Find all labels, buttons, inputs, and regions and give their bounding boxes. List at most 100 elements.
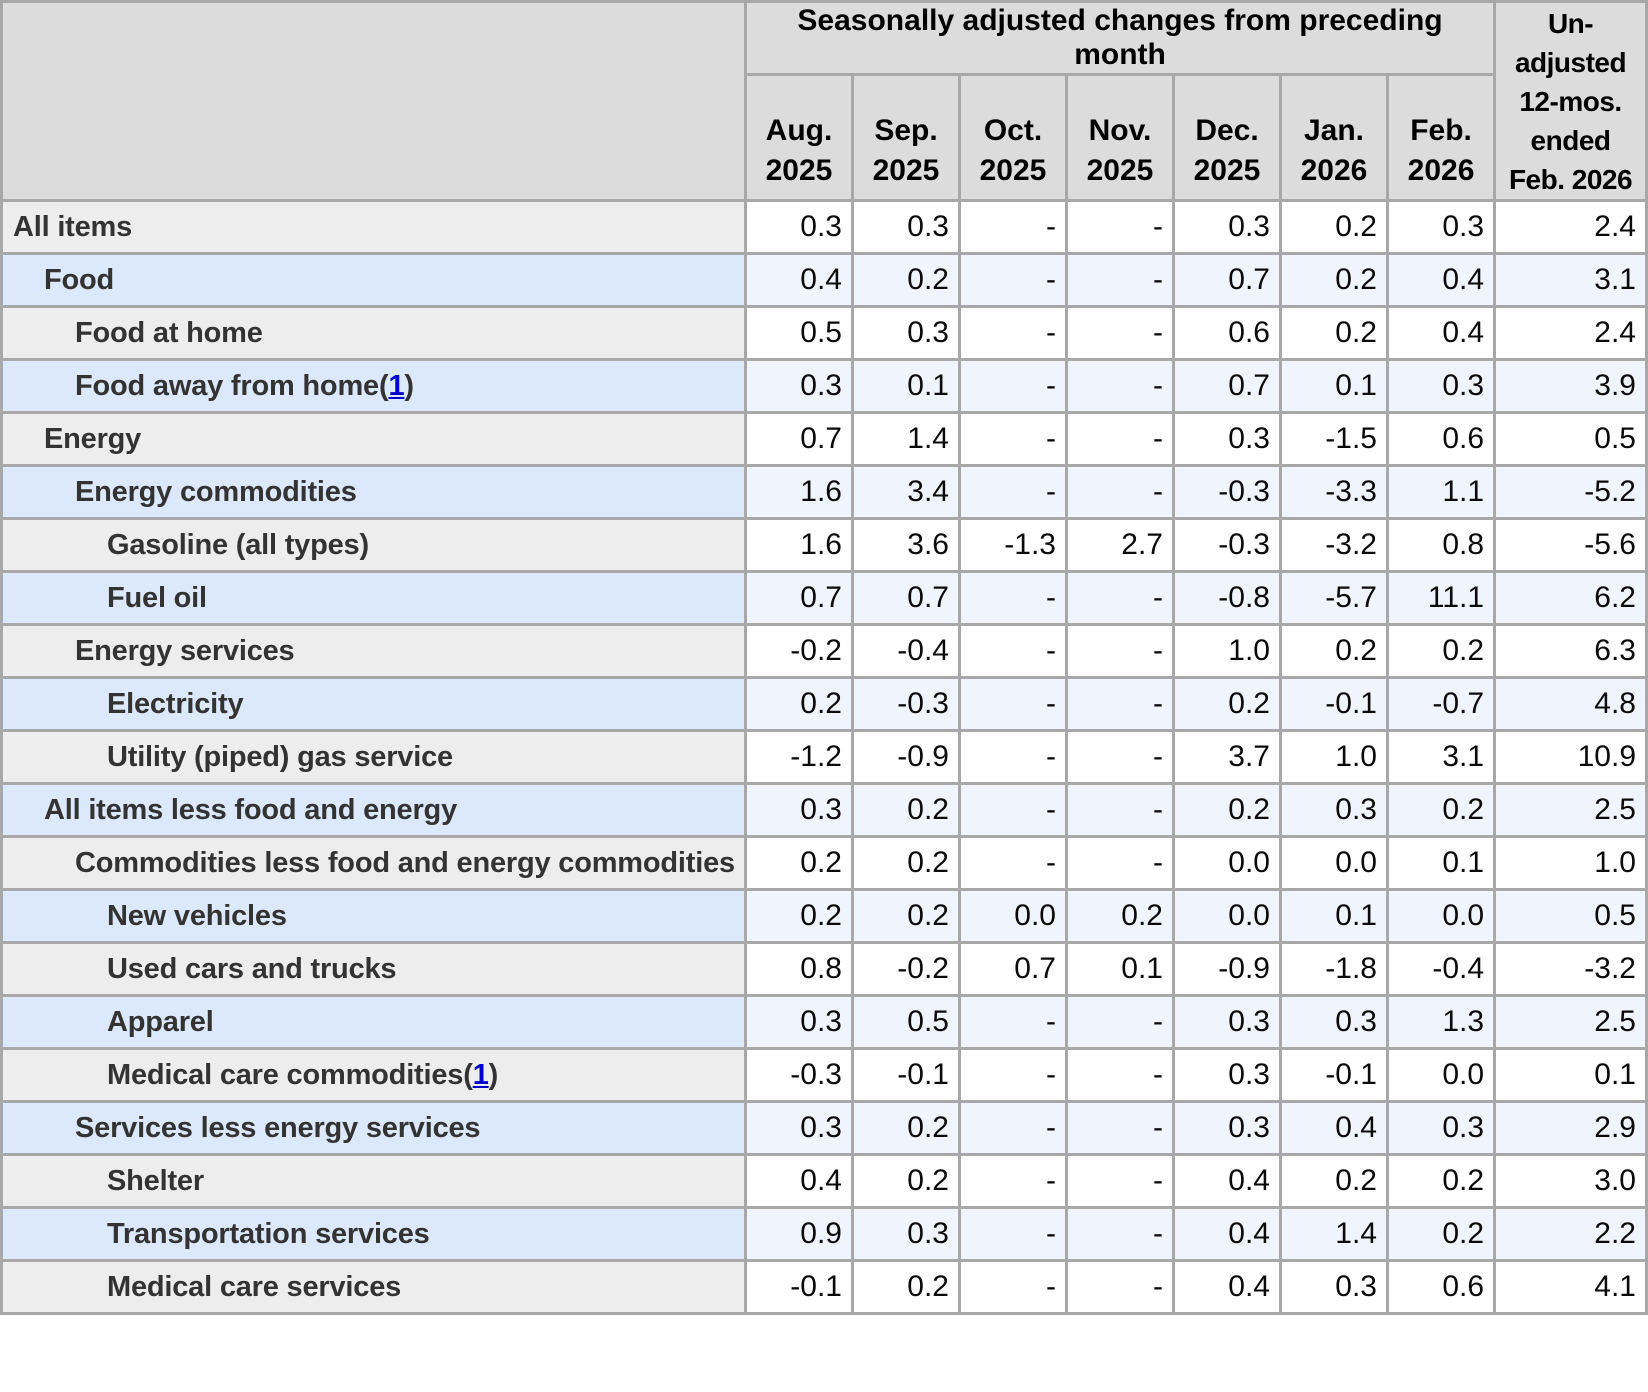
value-cell: 1.3 xyxy=(1385,994,1497,1050)
value-cell: 0.0 xyxy=(1172,888,1282,944)
row-label: Electricity xyxy=(0,676,747,732)
table-row: Energy 0.7 1.4- -0.3 -1.5 0.6 0.5 xyxy=(0,411,1648,467)
value-cell: 0.3 xyxy=(744,1100,854,1156)
row-label: All items less food and energy xyxy=(0,782,747,838)
value-cell: 0.4 xyxy=(1172,1259,1282,1315)
value-cell: 3.9 xyxy=(1493,358,1648,414)
value-cell: 0.7 xyxy=(851,570,961,626)
value-cell: 0.2 xyxy=(851,1153,961,1209)
value-cell: - xyxy=(958,835,1068,891)
value-cell: 0.3 xyxy=(1279,782,1389,838)
value-cell: 0.4 xyxy=(1279,1100,1389,1156)
value-cell: - xyxy=(1065,782,1175,838)
column-header-feb-2026: Feb. 2026 xyxy=(1385,73,1497,202)
value-cell: 2.4 xyxy=(1493,305,1648,361)
value-cell: 0.4 xyxy=(1385,305,1497,361)
value-cell: -0.2 xyxy=(744,623,854,679)
value-cell: - xyxy=(958,570,1068,626)
value-cell: - xyxy=(958,1100,1068,1156)
row-label: Used cars and trucks xyxy=(0,941,747,997)
value-cell: 0.8 xyxy=(1385,517,1497,573)
value-cell: 0.3 xyxy=(1172,199,1282,255)
value-cell: 1.0 xyxy=(1279,729,1389,785)
value-cell: 1.1 xyxy=(1385,464,1497,520)
value-cell: 0.2 xyxy=(851,835,961,891)
value-cell: - xyxy=(1065,464,1175,520)
corner-cell xyxy=(0,0,747,202)
value-cell: 0.2 xyxy=(1385,1206,1497,1262)
value-cell: 0.0 xyxy=(1172,835,1282,891)
value-cell: 0.2 xyxy=(744,676,854,732)
value-cell: 2.9 xyxy=(1493,1100,1648,1156)
seasonally-adjusted-group-header: Seasonally adjusted changes from precedi… xyxy=(743,0,1497,76)
value-cell: 0.7 xyxy=(744,411,854,467)
value-cell: 0.3 xyxy=(744,994,854,1050)
value-cell: - xyxy=(1065,1259,1175,1315)
value-cell: 0.0 xyxy=(1279,835,1389,891)
footnote-link[interactable]: 1 xyxy=(472,1058,489,1091)
value-cell: 0.1 xyxy=(1065,941,1175,997)
value-cell: 0.3 xyxy=(1172,411,1282,467)
row-label: Food xyxy=(0,252,747,308)
value-cell: 0.2 xyxy=(1385,1153,1497,1209)
value-cell: 3.4 xyxy=(851,464,961,520)
unadjusted-header-line: adjusted xyxy=(1514,46,1627,78)
value-cell: -0.3 xyxy=(851,676,961,732)
value-cell: - xyxy=(1065,358,1175,414)
value-cell: - xyxy=(1065,1047,1175,1103)
footnote-link[interactable]: 1 xyxy=(388,369,405,402)
value-cell: 0.5 xyxy=(1493,888,1648,944)
value-cell: 10.9 xyxy=(1493,729,1648,785)
value-cell: 0.7 xyxy=(1172,358,1282,414)
value-cell: -0.1 xyxy=(1279,1047,1389,1103)
table-row: Food 0.4 0.2- -0.7 0.2 0.4 3.1 xyxy=(0,252,1648,308)
value-cell: 2.5 xyxy=(1493,994,1648,1050)
value-cell: 0.1 xyxy=(1385,835,1497,891)
value-cell: 0.2 xyxy=(1172,782,1282,838)
value-cell: - xyxy=(1065,994,1175,1050)
row-label: Medical care commodities(1) xyxy=(0,1047,747,1103)
value-cell: 4.1 xyxy=(1493,1259,1648,1315)
value-cell: - xyxy=(1065,570,1175,626)
value-cell: 0.2 xyxy=(1385,623,1497,679)
row-label: Fuel oil xyxy=(0,570,747,626)
value-cell: 0.1 xyxy=(1279,888,1389,944)
value-cell: - xyxy=(958,358,1068,414)
value-cell: -5.2 xyxy=(1493,464,1648,520)
table-row: Gasoline (all types) 1.6 3.6 -1.3 2.7 -0.3 -3.… xyxy=(0,517,1648,573)
value-cell: 0.4 xyxy=(1172,1206,1282,1262)
row-label: Energy services xyxy=(0,623,747,679)
value-cell: 0.2 xyxy=(1065,888,1175,944)
table-row: Shelter 0.4 0.2- -0.4 0.2 0.2 3.0 xyxy=(0,1153,1648,1209)
row-label: Food away from home(1) xyxy=(0,358,747,414)
value-cell: - xyxy=(1065,623,1175,679)
value-cell: 0.6 xyxy=(1385,411,1497,467)
value-cell: 1.6 xyxy=(744,464,854,520)
value-cell: 1.4 xyxy=(1279,1206,1389,1262)
value-cell: - xyxy=(958,411,1068,467)
value-cell: -0.3 xyxy=(1172,464,1282,520)
value-cell: 0.2 xyxy=(744,888,854,944)
value-cell: 0.3 xyxy=(1385,199,1497,255)
row-label: Transportation services xyxy=(0,1206,747,1262)
value-cell: -0.9 xyxy=(1172,941,1282,997)
column-header-sep-2025: Sep. 2025 xyxy=(851,73,961,202)
value-cell: - xyxy=(1065,411,1175,467)
value-cell: 0.0 xyxy=(1385,888,1497,944)
table-row: Apparel 0.3 0.5- -0.3 0.3 1.3 2.5 xyxy=(0,994,1648,1050)
value-cell: - xyxy=(958,1206,1068,1262)
value-cell: -5.6 xyxy=(1493,517,1648,573)
value-cell: - xyxy=(1065,1153,1175,1209)
value-cell: 0.7 xyxy=(744,570,854,626)
value-cell: -1.3 xyxy=(958,517,1068,573)
row-label: Energy xyxy=(0,411,747,467)
value-cell: 0.6 xyxy=(1385,1259,1497,1315)
table-row: Fuel oil 0.7 0.7- - -0.8 -5.7 11.1 6.2 xyxy=(0,570,1648,626)
value-cell: 0.1 xyxy=(851,358,961,414)
unadjusted-12mo-column-header: Un- adjusted 12-mos. ended Feb. 2026 xyxy=(1493,0,1648,202)
value-cell: 0.2 xyxy=(1279,623,1389,679)
value-cell: - xyxy=(1065,729,1175,785)
row-label: Shelter xyxy=(0,1153,747,1209)
value-cell: - xyxy=(1065,835,1175,891)
value-cell: 3.1 xyxy=(1385,729,1497,785)
